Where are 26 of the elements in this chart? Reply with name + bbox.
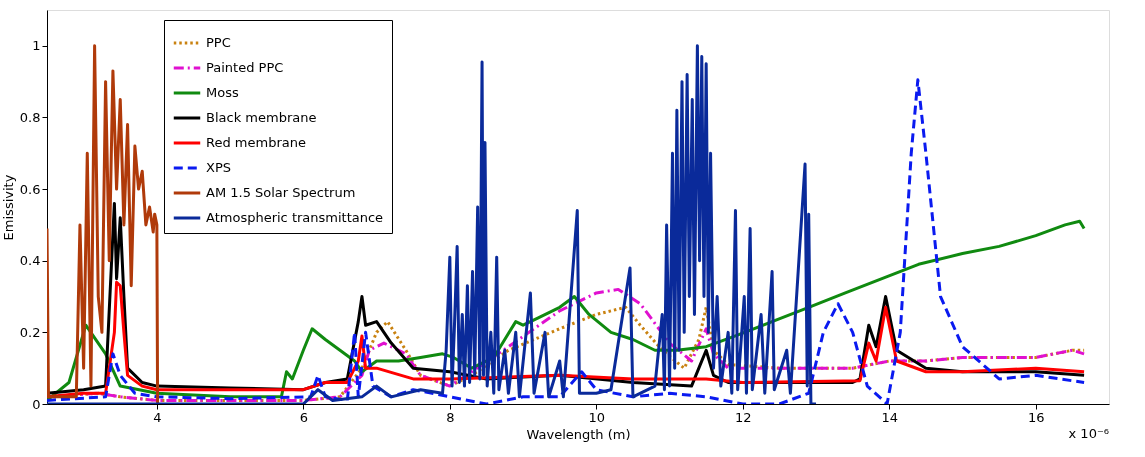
legend-label: Black membrane — [206, 110, 317, 125]
legend-label: PPC — [206, 35, 231, 50]
y-tick-label: 0.6 — [19, 181, 41, 197]
x-tick-label: 4 — [153, 409, 162, 425]
x-tick-label: 16 — [1027, 409, 1045, 425]
y-tick-label: 0 — [32, 396, 41, 412]
x-tick-label: 10 — [588, 409, 606, 425]
y-tick-label: 0.2 — [19, 324, 41, 340]
line-series — [47, 44, 160, 404]
x-tick-label: 14 — [881, 409, 899, 425]
line-series — [47, 78, 1086, 404]
x-tick-label: 6 — [299, 409, 308, 425]
text: x 10⁻⁶ — [1068, 426, 1109, 441]
legend-label: AM 1.5 Solar Spectrum — [206, 185, 356, 200]
x-tick-label: 12 — [735, 409, 752, 425]
legend-label: Moss — [206, 85, 239, 100]
legend-label: Red membrane — [206, 135, 306, 150]
x-axis-title: Wavelength (m) — [526, 426, 631, 442]
y-tick-label: 0.4 — [19, 253, 41, 269]
x-tick-label: 8 — [446, 409, 455, 425]
legend-label: XPS — [206, 160, 231, 175]
y-tick-label: 0.8 — [19, 109, 41, 125]
legend-label: Painted PPC — [206, 60, 284, 75]
legend-label: Atmospheric transmittance — [206, 210, 384, 225]
y-tick-label: 1 — [32, 38, 41, 54]
y-axis-title: Emissivity — [0, 174, 16, 241]
